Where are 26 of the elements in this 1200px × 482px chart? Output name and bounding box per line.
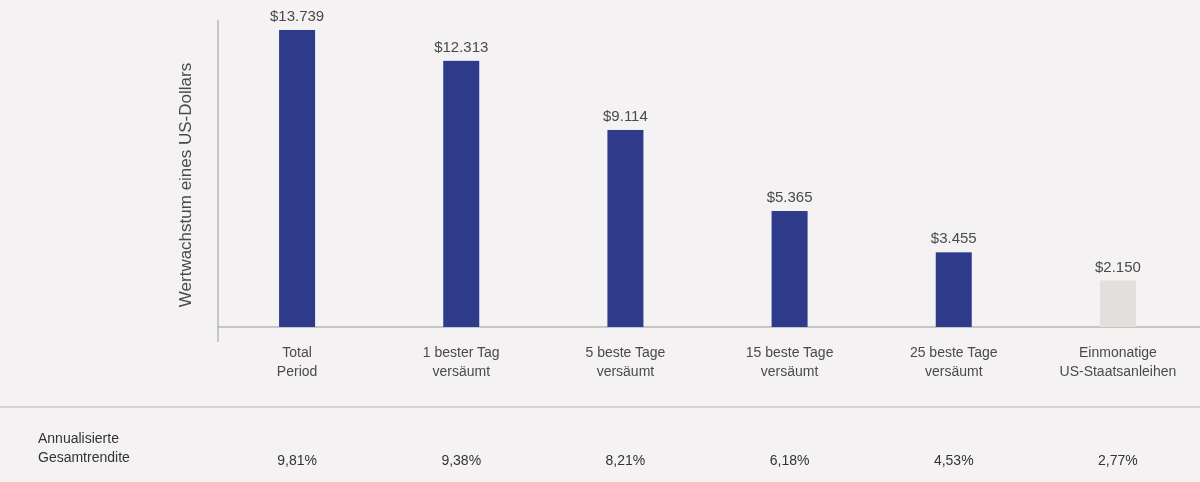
y-axis-title: Wertwachstum eines US-Dollars bbox=[176, 62, 195, 308]
bar bbox=[935, 252, 972, 327]
text: 4,53% bbox=[933, 452, 974, 468]
bar bbox=[1099, 280, 1136, 327]
text: 9,38% bbox=[441, 452, 482, 468]
x-tick-label: Total Period bbox=[276, 344, 318, 379]
text: 2,77% bbox=[1098, 452, 1138, 468]
data-label: $9.114 bbox=[603, 106, 648, 124]
data-label: $2.150 bbox=[1094, 257, 1141, 275]
data-label: $12.313 bbox=[434, 37, 489, 55]
x-tick-label: 5 beste Tage versäumt bbox=[585, 344, 666, 379]
text: Annualisierte Gesamtrendite bbox=[38, 430, 131, 465]
x-tick-label: 15 beste Tage versäumt bbox=[745, 344, 834, 379]
x-tick-label: Einmonatige US-Staatsanleihen bbox=[1059, 344, 1177, 379]
data-label: $5.365 bbox=[766, 188, 813, 206]
bar bbox=[443, 60, 480, 327]
text: 6,18% bbox=[769, 452, 810, 468]
data-label: $3.455 bbox=[930, 229, 977, 247]
x-tick-label: 1 bester Tag versäumt bbox=[422, 344, 500, 379]
bar bbox=[771, 211, 808, 327]
text: 8,21% bbox=[605, 452, 646, 468]
data-label: $13.739 bbox=[269, 7, 325, 24]
text: 9,81% bbox=[277, 452, 317, 468]
bar bbox=[607, 129, 644, 327]
bar bbox=[279, 30, 316, 327]
x-tick-label: 25 beste Tage versäumt bbox=[909, 344, 998, 379]
